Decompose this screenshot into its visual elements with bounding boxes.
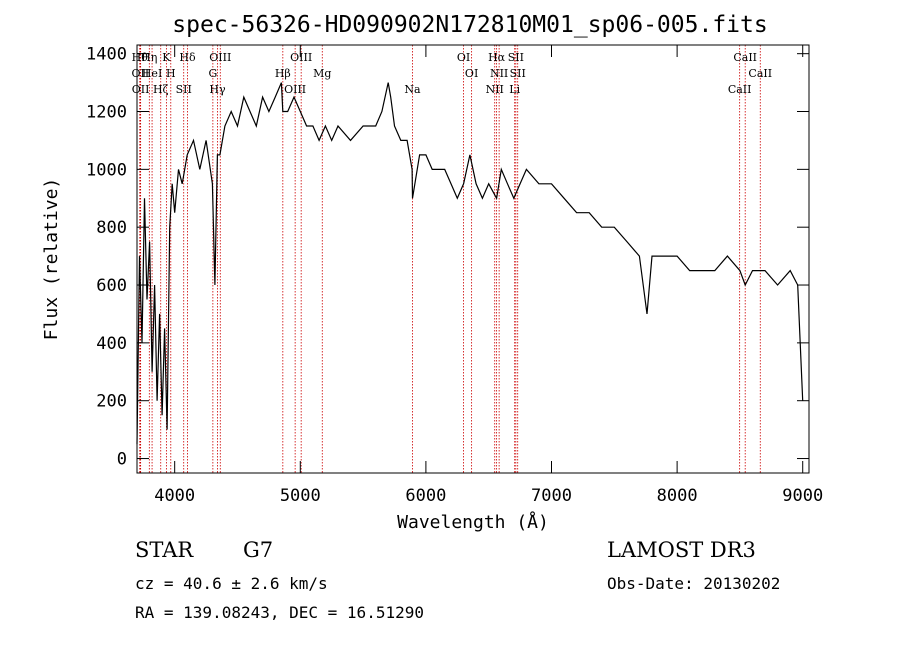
line-marker-labels: HθOIIOIIHηHeIHζKHSIIHδGHγOIIIHβOIIIOIIIM… <box>132 51 773 96</box>
y-tick-label: 200 <box>96 392 127 412</box>
x-tick-label: 4000 <box>154 486 195 506</box>
y-tick-label: 800 <box>96 218 127 238</box>
line-marker-label: Na <box>404 83 421 96</box>
line-marker-label: OI <box>457 51 470 64</box>
line-marker-label: CaII <box>733 51 757 64</box>
line-marker-label: Hδ <box>179 51 196 64</box>
plot-frame <box>136 44 810 474</box>
line-marker-label: NII <box>486 83 504 96</box>
x-tick-label: 6000 <box>405 486 446 506</box>
line-marker-label: OII <box>132 83 150 96</box>
object-subclass: G7 <box>243 538 274 562</box>
line-marker-label: OIII <box>209 51 231 64</box>
line-marker-label: OII <box>132 67 150 80</box>
line-marker-label: SII <box>176 83 192 96</box>
observation-date: Obs-Date: 20130202 <box>607 574 781 593</box>
line-marker-label: CaII <box>748 67 772 80</box>
x-tick-label: 7000 <box>531 486 572 506</box>
x-axis-label: Wavelength (Å) <box>397 511 549 533</box>
line-marker-label: Hθ <box>132 51 149 64</box>
x-tick-label: 5000 <box>280 486 321 506</box>
line-marker-label: HeI <box>142 67 162 80</box>
line-marker-label: H <box>166 67 176 80</box>
line-marker-label: Hα <box>488 51 506 64</box>
line-marker-label: OIII <box>284 83 306 96</box>
line-marker-label: Hζ <box>153 83 169 96</box>
redshift-cz: cz = 40.6 ± 2.6 km/s <box>135 574 328 593</box>
x-axis: 4000 5000 6000 7000 8000 9000 <box>154 45 823 506</box>
line-marker-label: OI <box>465 67 478 80</box>
y-tick-label: 1400 <box>86 45 127 65</box>
line-marker-label: SII <box>510 67 526 80</box>
line-marker-label: Hη <box>141 51 157 64</box>
x-tick-label: 9000 <box>782 486 823 506</box>
ra-dec: RA = 139.08243, DEC = 16.51290 <box>135 603 424 622</box>
y-tick-label: 600 <box>96 276 127 296</box>
line-marker-label: K <box>162 51 171 64</box>
x-tick-label: 8000 <box>657 486 698 506</box>
y-tick-label: 0 <box>117 450 127 470</box>
y-axis-label: Flux (relative) <box>41 178 62 341</box>
line-marker-label: CaII <box>728 83 752 96</box>
survey-name: LAMOST DR3 <box>607 538 756 562</box>
y-tick-label: 1000 <box>86 160 127 180</box>
chart-title: spec-56326-HD090902N172810M01_sp06-005.f… <box>172 12 767 38</box>
line-marker-label: Hβ <box>275 67 291 80</box>
line-marker-label: NII <box>490 67 508 80</box>
spectrum-line <box>136 82 804 445</box>
line-marker-label: Hγ <box>209 83 226 96</box>
line-marker-label: G <box>208 67 217 80</box>
y-tick-label: 1200 <box>86 103 127 123</box>
line-marker-label: SII <box>508 51 524 64</box>
object-class: STAR <box>135 538 194 562</box>
line-marker-label: OIII <box>290 51 312 64</box>
y-axis: 0 200 400 600 800 1000 1200 1400 <box>86 45 809 470</box>
line-marker-label: Li <box>509 83 520 96</box>
y-tick-label: 400 <box>96 334 127 354</box>
line-markers <box>139 45 761 473</box>
line-marker-label: Mg <box>313 67 331 80</box>
